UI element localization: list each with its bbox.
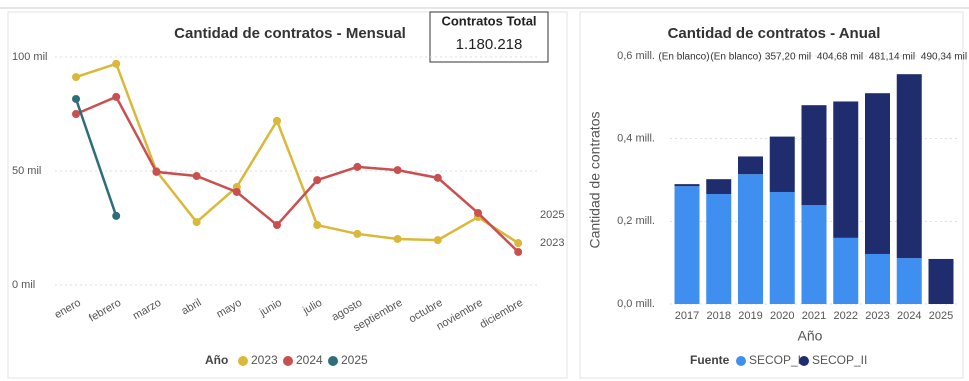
point (192, 218, 201, 227)
card-title: Contratos Total (441, 13, 536, 28)
legend-swatch (736, 356, 746, 366)
legend-swatch (799, 356, 809, 366)
chart-title: Cantidad de contratos - Anual (668, 25, 881, 42)
point (353, 229, 362, 238)
bar (928, 258, 954, 304)
point (313, 221, 322, 230)
point (112, 92, 121, 101)
legend-label: 2023 (251, 353, 278, 367)
y-tick-label: 0,2 mill. (617, 215, 655, 227)
x-axis-title: Año (798, 328, 823, 344)
x-tick-label: 2025 (929, 310, 953, 322)
annotation: 2023 (540, 237, 564, 249)
point (232, 187, 241, 196)
point (152, 167, 161, 176)
y-tick-label: 0,0 mill. (617, 298, 655, 310)
y-tick-label: 0 mil (12, 279, 35, 291)
point (514, 239, 523, 248)
x-tick-label: 2018 (707, 310, 731, 322)
bar (833, 237, 859, 304)
x-tick-label: 2024 (897, 310, 921, 322)
point (273, 221, 281, 230)
x-tick-label: 2017 (675, 310, 699, 322)
chart-title: Cantidad de contratos - Mensual (174, 25, 406, 42)
legend-label: 2024 (296, 353, 323, 367)
card-value: 1.180.218 (456, 36, 523, 53)
x-tick-label: 2019 (738, 310, 762, 322)
x-tick-label: 2021 (802, 310, 826, 322)
bar (769, 136, 795, 192)
total-label: 357,20 mil (765, 52, 811, 63)
bar (896, 258, 922, 304)
point (273, 116, 281, 125)
x-tick-label: 2020 (770, 310, 794, 322)
bar (674, 186, 700, 304)
y-tick-label: 50 mil (12, 165, 41, 177)
total-label: 490,34 mil (921, 52, 967, 63)
y-tick-label: 100 mil (12, 51, 47, 63)
legend-swatch (328, 356, 338, 366)
total-label: 481,14 mil (869, 52, 915, 63)
point (112, 59, 121, 68)
legend-label: SECOP_II (812, 353, 867, 367)
legend-label: SECOP_I (749, 353, 801, 367)
line (75, 95, 520, 253)
bar (801, 105, 827, 206)
legend-swatch (283, 356, 293, 366)
point (192, 172, 201, 181)
point (393, 234, 402, 243)
y-axis-title: Cantidad de contratos (587, 112, 603, 249)
legend-title: Fuente (690, 353, 730, 367)
point (433, 173, 442, 182)
total-label: (En blanco) (710, 52, 761, 63)
point (433, 236, 442, 245)
y-tick-label: 0,4 mill. (617, 133, 655, 145)
point (72, 110, 80, 118)
point (72, 94, 80, 103)
legend-swatch (238, 356, 248, 366)
annotation: 2025 (540, 209, 564, 221)
bar (833, 101, 859, 238)
bar (738, 156, 763, 175)
bar (706, 194, 732, 304)
bar (865, 253, 890, 304)
bar (865, 93, 890, 254)
x-tick-label: 2022 (834, 310, 858, 322)
bar (896, 74, 922, 259)
bar (674, 184, 700, 187)
point (313, 176, 322, 185)
bar (738, 174, 763, 304)
point (353, 162, 362, 171)
bar (801, 205, 827, 304)
legend-label: 2025 (341, 353, 368, 367)
panel (7, 11, 568, 379)
point (514, 247, 523, 256)
line (75, 62, 519, 245)
line (74, 98, 118, 217)
point (72, 73, 80, 82)
bar (706, 179, 732, 195)
x-tick-label: 2023 (865, 310, 889, 322)
total-label: 404,68 mil (817, 52, 863, 63)
point (112, 211, 121, 220)
point (474, 208, 482, 217)
legend-title: Año (205, 353, 228, 367)
total-label: (En blanco) (658, 52, 709, 63)
point (393, 166, 402, 175)
card (429, 11, 549, 63)
y-tick-label: 0,6 mill. (617, 50, 655, 62)
bar (769, 191, 795, 304)
